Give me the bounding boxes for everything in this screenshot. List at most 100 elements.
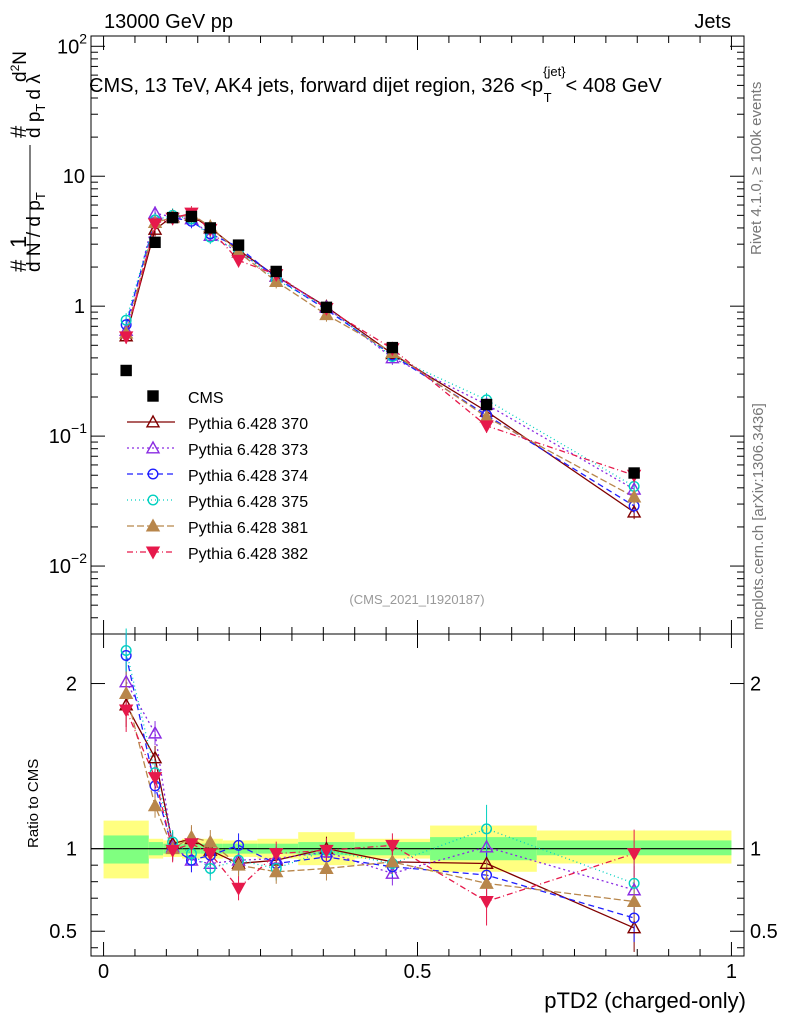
legend-marker-4 — [145, 518, 161, 532]
ratio-point-5 — [184, 838, 199, 852]
legend-marker-1 — [145, 440, 161, 454]
series-point-5 — [118, 331, 134, 345]
chart-title: CMS, 13 TeV, AK4 jets, forward dijet reg… — [89, 64, 662, 105]
ratio-ytick-label-right: 2 — [750, 674, 761, 696]
ratio-point-4 — [385, 854, 400, 868]
ratio-point-5 — [203, 848, 218, 862]
legend-marker-5 — [145, 546, 161, 560]
ratio-ytick-label-right: 0.5 — [750, 921, 778, 943]
ratio-point-5 — [385, 839, 400, 853]
ratio-point-2 — [120, 649, 132, 661]
series-line-5 — [125, 212, 635, 476]
ratio-point-1 — [479, 839, 494, 853]
svg-text:#: # — [6, 125, 31, 138]
ratio-point-0 — [479, 856, 494, 870]
ratio-point-3 — [120, 645, 132, 657]
main-ytick-label: 1 — [74, 296, 85, 318]
ratio-point-1 — [147, 725, 163, 739]
ratio-ytick-label: 2 — [66, 674, 77, 696]
data-point — [270, 265, 282, 278]
xtick-label: 1 — [726, 961, 737, 983]
data-point — [232, 239, 245, 251]
data-point — [320, 301, 333, 314]
ratio-plot-frame — [90, 633, 745, 957]
series-point-0 — [626, 504, 642, 518]
legend-marker-3 — [147, 494, 159, 506]
ratio-point-5 — [269, 848, 284, 862]
svg-text:d N / d pT: d N / d pT — [24, 192, 48, 272]
series-point-4 — [626, 489, 642, 503]
ratio-point-4 — [626, 894, 642, 908]
data-point — [149, 236, 161, 249]
ratio-point-5 — [165, 844, 180, 858]
ratio-point-3 — [628, 877, 640, 889]
series-point-5 — [147, 218, 163, 232]
analysis-id: (CMS_2021_I1920187) — [349, 592, 484, 607]
main-ytick-label: 102 — [57, 30, 87, 58]
ratio-point-5 — [231, 882, 246, 896]
legend-label-5: Pythia 6.428 382 — [188, 546, 308, 563]
ratio-point-0 — [626, 920, 642, 934]
svg-text:d pTd λ: d pTd λ — [24, 74, 48, 138]
legend-label-2: Pythia 6.428 374 — [188, 468, 308, 485]
legend: CMS Pythia 6.428 370 Pythia 6.428 373 Pythi… — [127, 390, 308, 563]
main-ytick-label: 10−2 — [49, 550, 87, 578]
legend-marker-0 — [145, 414, 161, 428]
ratio-point-2 — [628, 912, 640, 924]
x-axis-label: pTD2 (charged-only) — [544, 988, 746, 1013]
ratio-line-4 — [125, 693, 635, 903]
legend-label-4: Pythia 6.428 381 — [188, 520, 308, 537]
ratio-point-1 — [385, 865, 400, 879]
header-left: 13000 GeV pp — [104, 11, 233, 33]
data-point — [185, 210, 198, 223]
main-y-axis-label: # 1 d N / d pT # d pTd λ d2N — [6, 51, 48, 272]
series-point-0 — [147, 221, 163, 235]
ratio-point-4 — [203, 834, 218, 848]
ratio-line-5 — [125, 709, 635, 903]
ratio-point-4 — [479, 875, 494, 889]
rivet-label: Rivet 4.1.0, ≥ 100k events — [748, 82, 765, 255]
main-ytick-label: 10−1 — [49, 420, 87, 448]
ratio-point-4 — [147, 798, 163, 812]
svg-text:#: # — [6, 259, 31, 272]
series-point-1 — [203, 228, 218, 241]
ratio-line-1 — [125, 681, 635, 891]
ratio-point-5 — [479, 896, 494, 909]
legend-label-0: Pythia 6.428 370 — [188, 416, 308, 433]
data-point — [204, 222, 216, 234]
ratio-point-5 — [118, 704, 134, 718]
data-point — [480, 398, 493, 411]
xtick-label: 0 — [98, 961, 109, 983]
header-right: Jets — [694, 11, 731, 33]
ratio-point-4 — [118, 686, 134, 699]
main-plot-frame — [90, 35, 745, 635]
svg-text:1: 1 — [6, 236, 31, 248]
series-line-2 — [125, 216, 635, 507]
band-inner-0 — [103, 835, 149, 864]
ratio-point-4 — [231, 857, 246, 871]
ratio-point-5 — [319, 844, 334, 858]
ratio-point-5 — [626, 848, 642, 862]
legend-marker-2 — [147, 468, 159, 480]
ratio-ytick-label-right: 1 — [750, 839, 761, 861]
series-point-3 — [120, 314, 132, 326]
series-line-3 — [125, 214, 635, 487]
legend-marker-cms — [147, 390, 159, 402]
ratio-line-0 — [125, 704, 635, 929]
series-point-5 — [479, 420, 494, 434]
ratio-point-0 — [147, 750, 163, 764]
data-point — [386, 341, 399, 354]
main-ytick-label: 10 — [63, 166, 85, 188]
data-point — [628, 467, 640, 479]
ratio-ytick-label: 1 — [66, 839, 77, 861]
ratio-point-2 — [185, 854, 197, 866]
svg-text:d2N: d2N — [8, 51, 31, 82]
legend-label-3: Pythia 6.428 375 — [188, 494, 308, 511]
xtick-label: 0.5 — [404, 961, 432, 983]
ratio-point-5 — [147, 772, 163, 786]
series-point-2 — [628, 500, 640, 512]
legend-label-cms: CMS — [188, 390, 224, 407]
ratio-point-4 — [269, 864, 284, 878]
data-point — [120, 364, 132, 377]
